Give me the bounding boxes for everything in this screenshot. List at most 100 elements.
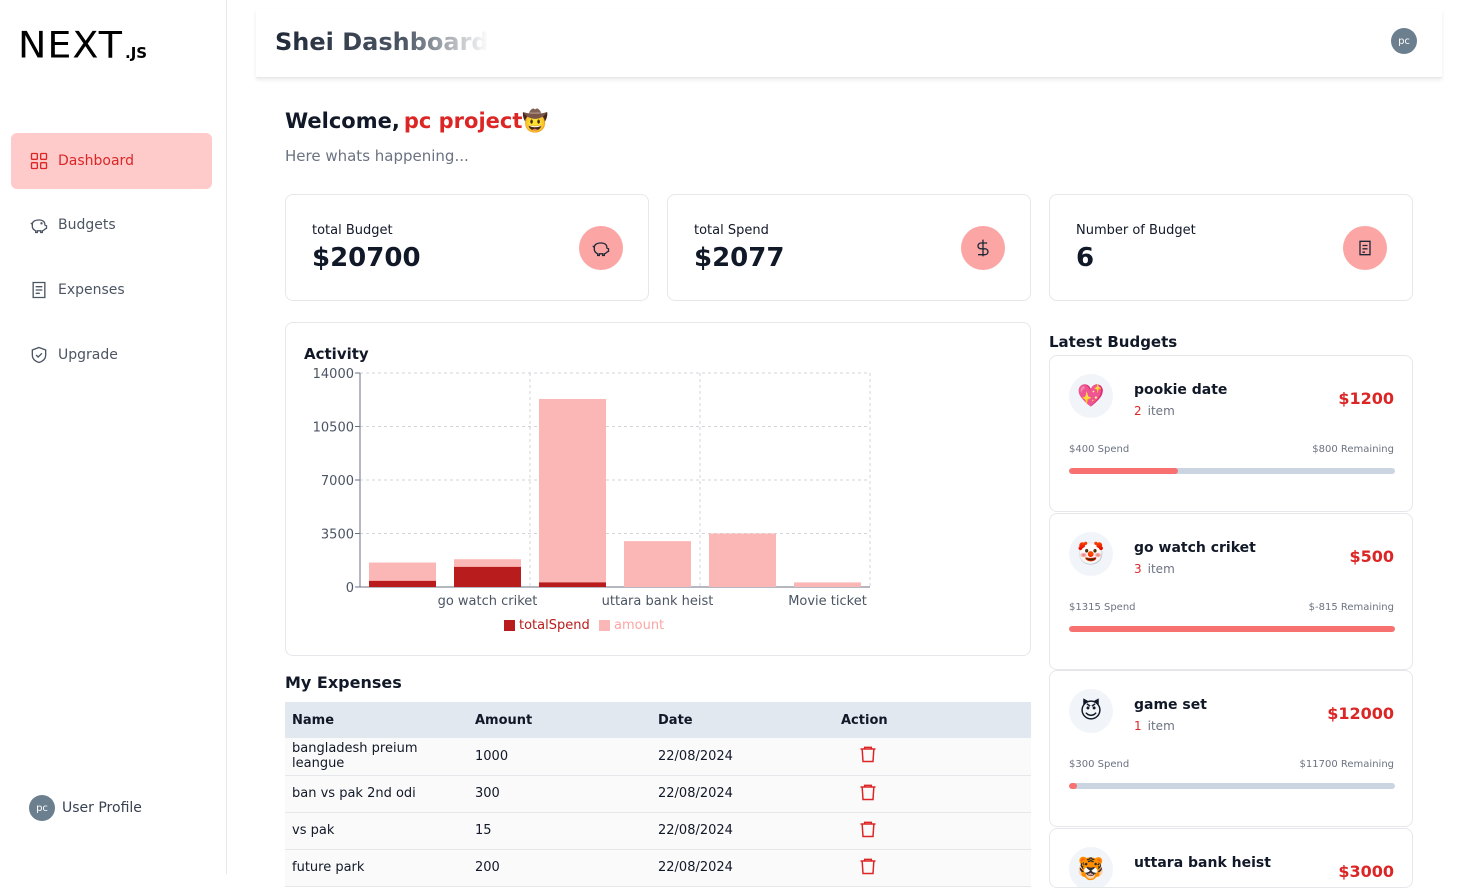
expense-amount: 1000 [468,738,651,776]
budget-emoji-icon: 🐯 [1069,847,1113,887]
sidebar: NEXT .JS Dashboard Budgets Expenses Upgr… [0,0,227,874]
stat-value: $20700 [312,243,421,273]
y-tick-label: 10500 [313,421,354,436]
sidebar-item-label: Dashboard [58,153,134,169]
bar-total-spend [454,566,521,587]
sidebar-item-upgrade[interactable]: Upgrade [11,327,212,383]
expense-action [834,812,1031,850]
legend-label-amount: amount [614,618,664,633]
bar-total-spend [539,582,606,587]
cowboy-emoji-icon: 🤠 [522,109,549,133]
expense-date: 22/08/2024 [651,812,834,850]
column-header: Action [834,702,1031,738]
stat-card-total-spend: total Spend $2077 [667,194,1031,301]
expense-name: vs pak [285,812,468,850]
welcome-prefix: Welcome, [285,109,400,133]
budget-name: pookie date [1134,382,1228,398]
stat-card-total-budget: total Budget $20700 [285,194,649,301]
logo-suffix: .JS [125,44,148,62]
sidebar-item-label: Expenses [58,282,125,298]
budget-item-count: 3 item [1134,562,1175,576]
stat-label: total Spend [694,223,769,238]
budget-spend: $300 Spend [1069,759,1130,770]
expense-date: 22/08/2024 [651,738,834,776]
expense-name: bangladesh preium leangue [285,738,468,776]
y-tick-label: 3500 [321,528,354,543]
header-avatar[interactable]: pc [1391,28,1417,54]
shield-check-icon [31,346,47,364]
column-header: Name [285,702,468,738]
page-title: Shei Dashboard [275,28,489,56]
budget-emoji-icon: 🤡 [1069,532,1113,576]
sidebar-item-expenses[interactable]: Expenses [11,262,212,318]
expense-date: 22/08/2024 [651,849,834,887]
x-tick-label: uttara bank heist [602,594,714,609]
expense-action [834,775,1031,813]
dashboard-grid-icon [30,152,48,170]
budget-progress-fill [1069,626,1395,632]
legend-swatch-amount [599,620,610,631]
sidebar-item-label: Budgets [58,217,116,233]
expense-amount: 15 [468,812,651,850]
budget-name: go watch criket [1134,540,1256,556]
budget-name: game set [1134,697,1207,713]
y-tick-label: 7000 [321,474,354,489]
welcome-heading: Welcome, pc project🤠 [285,109,549,134]
stat-value: 6 [1076,243,1095,273]
budget-spend: $400 Spend [1069,444,1130,455]
x-tick-label: go watch criket [438,594,538,609]
budget-item-count: 2 item [1134,404,1175,418]
expense-action [834,738,1031,776]
nextjs-logo[interactable]: NEXT .JS [18,26,147,64]
trash-icon[interactable] [858,819,878,839]
budget-progress-fill [1069,783,1078,789]
avatar: pc [29,795,55,821]
budget-emoji-icon: 💖 [1069,374,1113,418]
budget-card[interactable]: 😈 game set 1 item $12000 $300 Spend $1170… [1049,670,1413,827]
budget-name: uttara bank heist [1134,855,1271,871]
legend-label-total-spend: totalSpend [519,618,590,633]
latest-budgets-title: Latest Budgets [1049,333,1178,351]
welcome-subtitle: Here whats happening... [285,147,469,165]
bar-amount [709,533,776,587]
budget-remaining: $-815 Remaining [1308,602,1394,613]
bar-amount [539,398,606,587]
table-row: bangladesh preium leangue 1000 22/08/202… [285,738,1031,776]
column-header: Date [651,702,834,738]
stat-label: total Budget [312,223,393,238]
piggy-bank-icon [579,226,623,270]
stat-label: Number of Budget [1076,223,1196,238]
budget-remaining: $800 Remaining [1312,444,1394,455]
table-header-row: Name Amount Date Action [285,702,1031,738]
trash-icon[interactable] [858,856,878,876]
sidebar-item-dashboard[interactable]: Dashboard [11,133,212,189]
expense-amount: 300 [468,775,651,813]
budget-card[interactable]: 💖 pookie date 2 item $1200 $400 Spend $80… [1049,355,1413,512]
trash-icon[interactable] [858,744,878,764]
table-row: ban vs pak 2nd odi 300 22/08/2024 [285,775,1031,813]
stat-value: $2077 [694,243,785,273]
y-tick-label: 0 [346,581,354,596]
trash-icon[interactable] [858,782,878,802]
sidebar-item-budgets[interactable]: Budgets [11,197,212,253]
expense-name: future park [285,849,468,887]
receipt-icon [1343,226,1387,270]
legend-swatch-total-spend [504,620,515,631]
activity-chart: 0 3500 7000 10500 14000 go watch criket uttara… [313,367,871,633]
chart-title: Activity [304,345,369,363]
activity-chart-card: Activity 0 3500 7000 10500 14000 go watch cri… [285,322,1031,656]
x-tick-label: Movie ticket [788,594,867,609]
budget-progress-bar [1069,783,1395,789]
sidebar-item-label: Upgrade [58,347,118,363]
user-profile-button[interactable]: pc User Profile [29,795,142,821]
budget-item-count: 1 item [1134,719,1175,733]
expenses-section-title: My Expenses [285,673,402,692]
table-row: future park 200 22/08/2024 [285,849,1031,887]
budget-spend: $1315 Spend [1069,602,1136,613]
budget-card[interactable]: 🤡 go watch criket 3 item $500 $1315 Spend… [1049,513,1413,670]
budget-card[interactable]: 🐯 uttara bank heist $3000 [1049,828,1413,888]
budget-emoji-icon: 😈 [1069,689,1113,733]
budget-amount: $1200 [1338,389,1394,408]
budget-progress-bar [1069,468,1395,474]
expense-date: 22/08/2024 [651,775,834,813]
